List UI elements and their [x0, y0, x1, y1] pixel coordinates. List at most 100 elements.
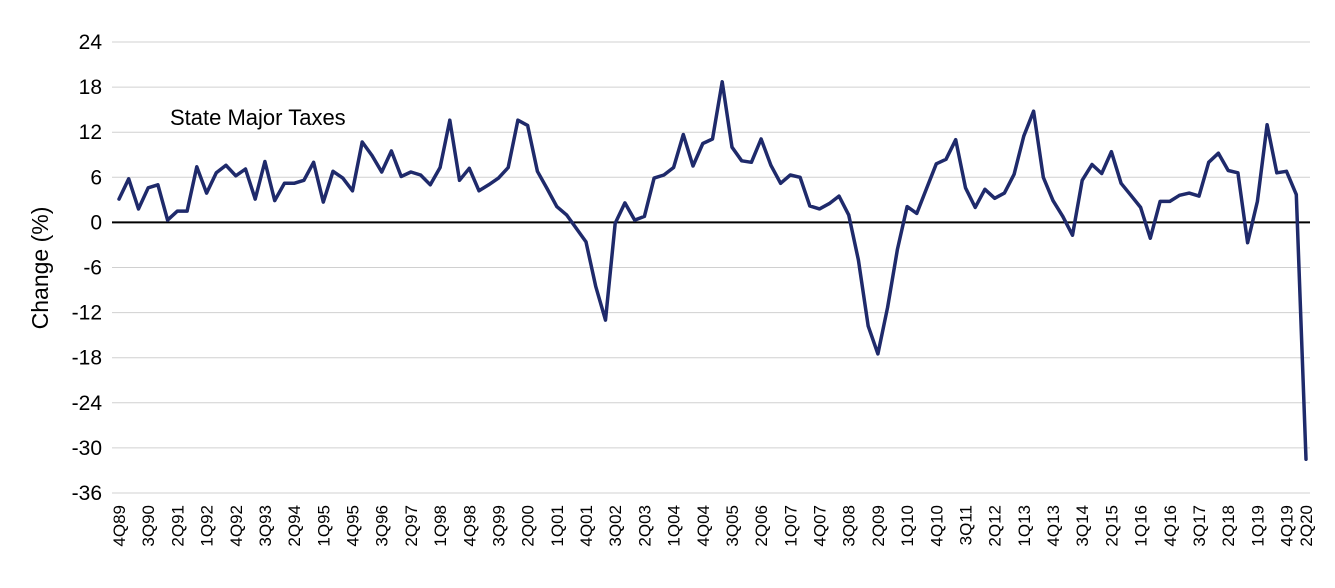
data-point: [876, 352, 880, 356]
x-tick-label: 1Q98: [431, 505, 450, 547]
data-point: [779, 181, 783, 185]
data-point: [467, 166, 471, 170]
data-point: [584, 240, 588, 244]
data-point: [895, 248, 899, 251]
data-point: [730, 145, 734, 149]
data-point: [701, 142, 705, 145]
data-point: [156, 183, 160, 187]
x-tick-label: 1Q92: [198, 505, 217, 547]
data-point: [448, 118, 452, 122]
x-tick-label: 4Q04: [694, 505, 713, 547]
data-point: [127, 177, 131, 181]
x-tick-label: 3Q05: [723, 505, 742, 547]
x-tick-label: 4Q01: [577, 505, 596, 547]
data-point: [273, 199, 277, 203]
data-point: [1178, 193, 1181, 197]
data-point: [613, 221, 617, 225]
x-tick-label: 3Q90: [139, 505, 158, 547]
y-tick-label: 0: [90, 211, 102, 234]
x-tick-label: 4Q19: [1278, 505, 1297, 547]
data-point: [856, 258, 860, 262]
y-axis-label: Change (%): [27, 207, 53, 330]
data-point: [944, 157, 948, 161]
data-point: [769, 163, 773, 167]
data-point: [302, 178, 306, 182]
x-tick-label: 4Q10: [927, 505, 946, 547]
x-tick-label: 3Q14: [1073, 505, 1092, 547]
series-layer: [117, 80, 1308, 461]
data-point: [798, 175, 802, 179]
x-tick-label: 1Q95: [314, 505, 333, 547]
data-point: [1090, 163, 1094, 166]
data-point: [915, 211, 919, 215]
data-point: [1071, 233, 1074, 237]
y-tick-label: -12: [72, 302, 102, 325]
x-tick-label: 2Q15: [1102, 505, 1121, 547]
y-tick-label: -36: [72, 482, 102, 505]
x-tick-label: 1Q04: [665, 505, 684, 547]
x-tick-label: 3Q08: [840, 505, 859, 547]
data-point: [1148, 236, 1152, 240]
data-point: [516, 118, 520, 122]
y-tick-label: -30: [72, 437, 102, 460]
data-point: [1139, 205, 1143, 209]
data-point: [419, 173, 423, 177]
data-point: [1216, 151, 1220, 155]
data-point: [438, 166, 442, 169]
y-tick-label: -24: [72, 392, 103, 415]
x-tick-label: 2Q97: [402, 505, 421, 547]
data-point: [983, 187, 987, 191]
data-point: [341, 176, 345, 180]
data-point: [934, 162, 938, 166]
data-point: [633, 218, 637, 222]
x-tick-label: 2Q94: [285, 505, 304, 547]
data-point: [1032, 109, 1036, 113]
x-tick-label: 3Q11: [957, 505, 976, 545]
series-annotation: State Major Taxes: [170, 105, 346, 130]
data-point: [681, 133, 685, 136]
gridlines: [112, 41, 1310, 494]
data-point: [808, 204, 812, 208]
data-point: [604, 318, 607, 322]
data-point: [1168, 199, 1172, 203]
data-point: [925, 187, 928, 191]
data-point: [526, 123, 530, 127]
data-point: [380, 170, 384, 174]
data-point: [244, 167, 247, 171]
data-point: [1158, 199, 1162, 203]
data-point: [458, 178, 461, 182]
data-point: [312, 160, 316, 164]
data-point: [1275, 171, 1279, 175]
x-tick-label: 4Q07: [811, 505, 830, 547]
data-point: [234, 174, 238, 178]
data-point: [351, 189, 354, 193]
x-tick-label: 3Q93: [256, 505, 275, 547]
data-point: [993, 196, 997, 200]
x-axis-ticks: 4Q89 3Q90 2Q91 1Q92 4Q92 3Q93 2Q94 1Q95 4Q95 3Q96…: [110, 505, 1316, 547]
data-point: [1255, 199, 1259, 203]
x-tick-label: 2Q18: [1219, 505, 1238, 547]
data-point: [399, 175, 403, 178]
data-point: [1119, 181, 1123, 185]
x-tick-label: 2Q00: [519, 505, 538, 547]
data-point: [545, 187, 549, 191]
data-point: [409, 170, 413, 174]
data-point: [565, 213, 569, 217]
data-point: [1061, 214, 1065, 218]
x-tick-label: 4Q92: [227, 505, 246, 547]
data-point: [175, 209, 179, 213]
x-tick-label: 3Q99: [490, 505, 509, 547]
data-point: [1100, 172, 1104, 175]
data-point: [662, 173, 666, 177]
x-tick-label: 3Q96: [373, 505, 392, 547]
x-tick-label: 4Q16: [1161, 505, 1180, 547]
data-point: [497, 176, 500, 180]
data-point: [1226, 169, 1230, 172]
data-point: [1265, 123, 1269, 127]
y-tick-label: -6: [83, 257, 102, 280]
data-point: [691, 164, 695, 168]
data-point: [1246, 241, 1250, 245]
y-axis-ticks: 24 18 12 6 0 -6 -12 -18 -24 -30 -36: [72, 31, 103, 505]
data-point: [672, 166, 676, 169]
data-point: [711, 137, 714, 141]
